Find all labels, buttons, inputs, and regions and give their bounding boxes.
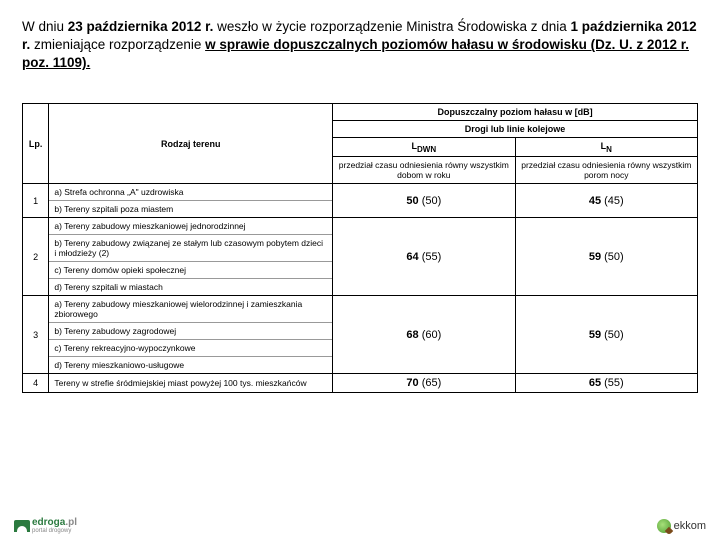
heading-text2: weszło w życie rozporządzenie Ministra Ś… (213, 19, 570, 34)
heading-date1: 23 października 2012 r. (68, 19, 214, 34)
table-row: 1a) Strefa ochronna „A" uzdrowiskab) Ter… (23, 184, 698, 218)
cell-ln: 59 (50) (515, 296, 697, 374)
cell-ln: 59 (50) (515, 218, 697, 296)
ekkom-name: ekkom (674, 520, 706, 532)
cell-rodzaj: a) Strefa ochronna „A" uzdrowiskab) Tere… (49, 184, 333, 218)
table-row: 3a) Tereny zabudowy mieszkaniowej wielor… (23, 296, 698, 374)
cell-ln: 45 (45) (515, 184, 697, 218)
col-lp: Lp. (23, 103, 49, 184)
cell-ln: 65 (55) (515, 374, 697, 393)
table-row: 4Tereny w strefie śródmiejskiej miast po… (23, 374, 698, 393)
edroga-name: edroga.pl (32, 518, 77, 528)
cell-rodzaj: a) Tereny zabudowy mieszkaniowej wieloro… (49, 296, 333, 374)
cell-lp: 2 (23, 218, 49, 296)
rodzaj-item: a) Strefa ochronna „A" uzdrowiska (49, 184, 332, 201)
rodzaj-item: d) Tereny szpitali w miastach (49, 279, 332, 296)
edroga-icon (14, 520, 30, 532)
footer: edroga.pl portal drogowy ekkom (0, 518, 720, 534)
cell-ldwn: 68 (60) (333, 296, 515, 374)
cell-ldwn: 64 (55) (333, 218, 515, 296)
table-body: 1a) Strefa ochronna „A" uzdrowiskab) Ter… (23, 184, 698, 393)
table-row: 2a) Tereny zabudowy mieszkaniowej jednor… (23, 218, 698, 296)
cell-ldwn: 70 (65) (333, 374, 515, 393)
rodzaj-item: d) Tereny mieszkaniowo-usługowe (49, 357, 332, 374)
rodzaj-item: c) Tereny rekreacyjno-wypoczynkowe (49, 340, 332, 357)
regulation-heading: W dniu 23 października 2012 r. weszło w … (22, 18, 698, 73)
rodzaj-item: c) Tereny domów opieki społecznej (49, 262, 332, 279)
col-ln-desc: przedział czasu odniesienia równy wszyst… (515, 157, 697, 184)
rodzaj-item: b) Tereny szpitali poza miastem (49, 201, 332, 218)
edroga-tagline: portal drogowy (32, 528, 77, 534)
cell-lp: 4 (23, 374, 49, 393)
col-ldwn-desc: przedział czasu odniesienia równy wszyst… (333, 157, 515, 184)
cell-rodzaj: Tereny w strefie śródmiejskiej miast pow… (49, 374, 333, 393)
logo-edroga: edroga.pl portal drogowy (14, 518, 77, 534)
heading-text: W dniu (22, 19, 68, 34)
rodzaj-item: a) Tereny zabudowy mieszkaniowej jednoro… (49, 218, 332, 235)
rodzaj-item: b) Tereny zabudowy związanej ze stałym l… (49, 235, 332, 262)
col-ln: LN (515, 137, 697, 157)
cell-rodzaj: a) Tereny zabudowy mieszkaniowej jednoro… (49, 218, 333, 296)
logo-ekkom: ekkom (657, 519, 706, 533)
col-rodzaj: Rodzaj terenu (49, 103, 333, 184)
ekkom-icon (657, 519, 671, 533)
cell-lp: 3 (23, 296, 49, 374)
rodzaj-item: Tereny w strefie śródmiejskiej miast pow… (49, 375, 332, 391)
rodzaj-item: b) Tereny zabudowy zagrodowej (49, 323, 332, 340)
rodzaj-item: a) Tereny zabudowy mieszkaniowej wieloro… (49, 296, 332, 323)
col-ldwn: LDWN (333, 137, 515, 157)
col-top: Dopuszczalny poziom hałasu w [dB] (333, 103, 698, 120)
table-header-row1: Lp. Rodzaj terenu Dopuszczalny poziom ha… (23, 103, 698, 120)
noise-limits-table: Lp. Rodzaj terenu Dopuszczalny poziom ha… (22, 103, 698, 394)
col-sub: Drogi lub linie kolejowe (333, 120, 698, 137)
cell-ldwn: 50 (50) (333, 184, 515, 218)
heading-text3: zmieniające rozporządzenie (30, 37, 205, 52)
cell-lp: 1 (23, 184, 49, 218)
